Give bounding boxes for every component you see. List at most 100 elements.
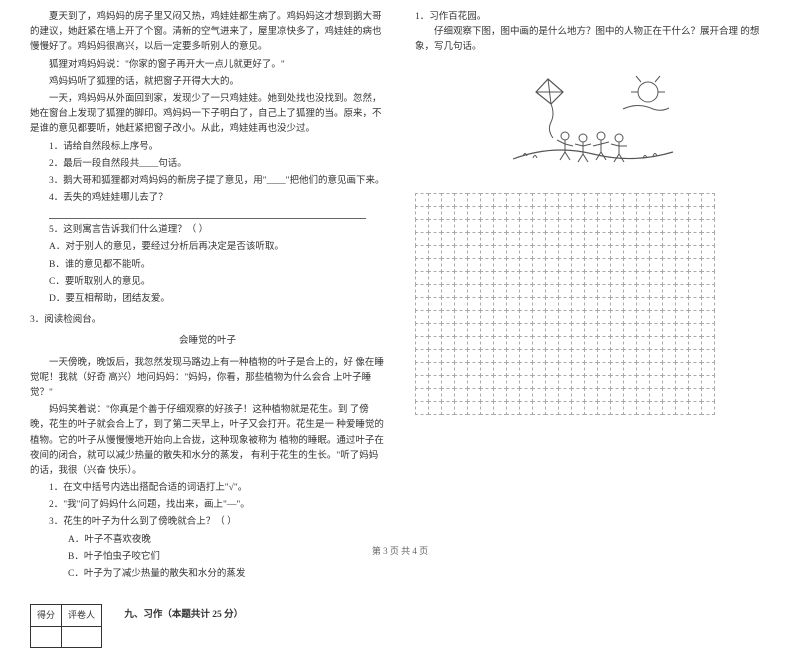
grid-cell: [649, 271, 663, 285]
grid-cell: [467, 401, 481, 415]
grid-cell: [662, 349, 676, 363]
grid-row: [415, 220, 770, 233]
grid-cell: [584, 362, 598, 376]
grid-cell: [675, 193, 689, 207]
grid-cell: [493, 206, 507, 220]
score-label-2: 评卷人: [62, 605, 102, 626]
reading-3-label: 3．阅读检阅台。: [30, 313, 385, 328]
grid-row: [415, 259, 770, 272]
grid-cell: [662, 271, 676, 285]
grid-cell: [519, 388, 533, 402]
grid-cell: [506, 284, 520, 298]
grid-cell: [649, 310, 663, 324]
grid-cell: [597, 232, 611, 246]
grid-cell: [571, 284, 585, 298]
grid-cell: [688, 193, 702, 207]
grid-cell: [597, 219, 611, 233]
grid-cell: [415, 193, 429, 207]
grid-cell: [428, 219, 442, 233]
grid-cell: [441, 193, 455, 207]
grid-cell: [662, 232, 676, 246]
grid-cell: [688, 297, 702, 311]
grid-cell: [545, 349, 559, 363]
grid-cell: [467, 245, 481, 259]
grid-cell: [545, 271, 559, 285]
grid-cell: [532, 362, 546, 376]
grid-cell: [662, 375, 676, 389]
grid-row: [415, 363, 770, 376]
grid-cell: [649, 401, 663, 415]
grid-cell: [584, 323, 598, 337]
grid-cell: [441, 297, 455, 311]
grid-cell: [493, 310, 507, 324]
grid-cell: [688, 336, 702, 350]
grid-cell: [649, 232, 663, 246]
grid-cell: [480, 245, 494, 259]
grid-cell: [532, 336, 546, 350]
grid-cell: [506, 193, 520, 207]
grid-cell: [558, 336, 572, 350]
grid-cell: [493, 193, 507, 207]
grid-cell: [532, 245, 546, 259]
left-column: 夏天到了，鸡妈妈的房子里又闷又热，鸡娃娃都生病了。鸡妈妈这才想到鹅大哥的建议，她…: [30, 10, 385, 530]
grid-cell: [519, 219, 533, 233]
grid-cell: [493, 258, 507, 272]
grid-cell: [415, 297, 429, 311]
grid-cell: [428, 193, 442, 207]
grid-cell: [506, 258, 520, 272]
grid-cell: [545, 310, 559, 324]
grid-cell: [441, 375, 455, 389]
grid-cell: [597, 284, 611, 298]
grid-cell: [584, 388, 598, 402]
grid-cell: [428, 271, 442, 285]
grid-cell: [454, 193, 468, 207]
grid-cell: [636, 193, 650, 207]
grid-cell: [662, 219, 676, 233]
grid-cell: [415, 349, 429, 363]
grid-cell: [584, 401, 598, 415]
grid-cell: [454, 388, 468, 402]
grid-cell: [623, 284, 637, 298]
grid-cell: [545, 362, 559, 376]
grid-cell: [623, 232, 637, 246]
grid-cell: [467, 258, 481, 272]
grid-cell: [675, 232, 689, 246]
grid-cell: [649, 245, 663, 259]
grid-row: [415, 350, 770, 363]
story2-para-1: 一天傍晚，晚饭后，我忽然发现马路边上有一种植物的叶子是合上的，好 像在睡觉呢！我…: [30, 356, 385, 402]
grid-cell: [532, 206, 546, 220]
grid-cell: [571, 323, 585, 337]
grid-cell: [493, 349, 507, 363]
grid-cell: [506, 271, 520, 285]
grid-cell: [415, 245, 429, 259]
grid-cell: [701, 284, 715, 298]
grid-cell: [428, 323, 442, 337]
grid-cell: [480, 310, 494, 324]
grid-cell: [441, 362, 455, 376]
grid-cell: [558, 271, 572, 285]
right-column: 1．习作百花园。 仔细观察下图，图中画的是什么地方？图中的人物正在干什么？展开合…: [415, 10, 770, 530]
grid-row: [415, 207, 770, 220]
grid-cell: [571, 232, 585, 246]
option-1c: C．要听取别人的意见。: [49, 275, 385, 290]
grid-cell: [701, 193, 715, 207]
grid-cell: [480, 258, 494, 272]
grid-cell: [545, 401, 559, 415]
grid-cell: [623, 245, 637, 259]
grid-cell: [675, 362, 689, 376]
option-2a: A．叶子不喜欢夜晚: [68, 533, 385, 548]
grid-cell: [428, 310, 442, 324]
grid-cell: [571, 219, 585, 233]
grid-cell: [597, 258, 611, 272]
grid-cell: [480, 323, 494, 337]
grid-cell: [571, 193, 585, 207]
grid-cell: [558, 349, 572, 363]
grid-cell: [597, 206, 611, 220]
grid-cell: [467, 271, 481, 285]
grid-cell: [623, 193, 637, 207]
grid-cell: [454, 310, 468, 324]
grid-cell: [675, 219, 689, 233]
grid-cell: [701, 245, 715, 259]
grid-cell: [467, 362, 481, 376]
grid-cell: [506, 349, 520, 363]
